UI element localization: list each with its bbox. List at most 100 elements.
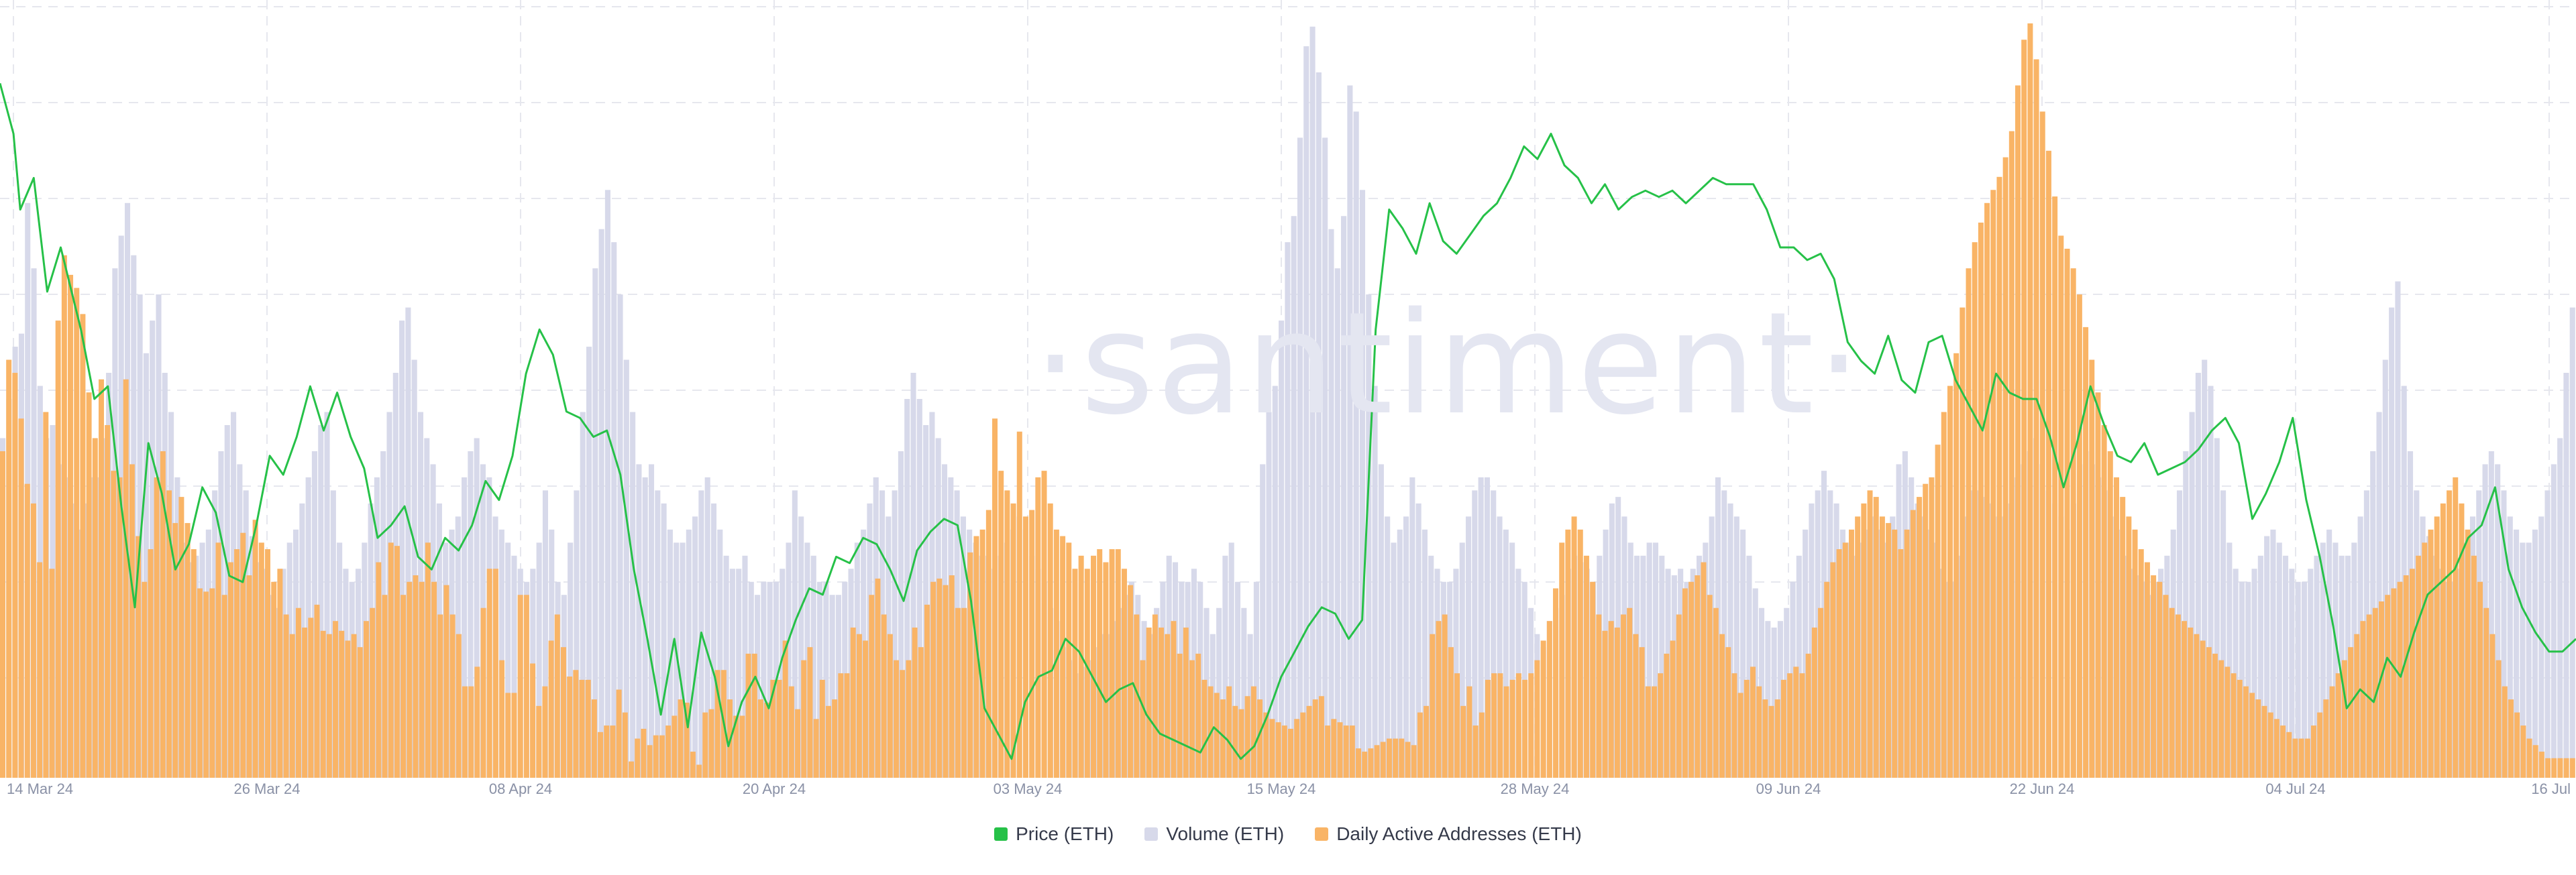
volume-bar — [243, 490, 249, 778]
volume-bar — [761, 581, 767, 778]
daily-active-addresses-bar — [246, 575, 252, 778]
daily-active-addresses-bar — [1929, 477, 1935, 778]
daily-active-addresses-bar — [1559, 542, 1565, 778]
legend-item-daily-active-addresses[interactable]: Daily Active Addresses (ETH) — [1315, 823, 1582, 845]
daily-active-addresses-bar — [12, 373, 18, 778]
daily-active-addresses-bar — [191, 549, 197, 778]
daily-active-addresses-bar — [1318, 696, 1324, 778]
daily-active-addresses-bar — [1658, 673, 1664, 778]
daily-active-addresses-bar — [49, 569, 55, 778]
volume-bar — [798, 516, 804, 778]
daily-active-addresses-bar — [1503, 686, 1509, 778]
legend-item-price[interactable]: Price (ETH) — [994, 823, 1114, 845]
volume-bar — [2314, 555, 2320, 778]
daily-active-addresses-bar — [289, 634, 295, 778]
daily-active-addresses-bar — [1269, 719, 1275, 778]
daily-active-addresses-bar — [1405, 742, 1411, 778]
volume-bar — [767, 581, 773, 778]
daily-active-addresses-bar — [388, 542, 394, 778]
volume-bar — [1241, 607, 1247, 778]
volume-bar — [249, 536, 256, 778]
daily-active-addresses-bar — [37, 562, 43, 778]
volume-bar — [1234, 581, 1241, 778]
daily-active-addresses-bar — [2273, 719, 2279, 778]
daily-active-addresses-bar — [2409, 569, 2415, 778]
daily-active-addresses-bar — [1590, 581, 1596, 778]
daily-active-addresses-bar — [2107, 451, 2113, 778]
daily-active-addresses-bar — [1066, 542, 1072, 778]
daily-active-addresses-bar — [2089, 359, 2095, 778]
daily-active-addresses-bar — [979, 529, 985, 778]
daily-active-addresses-bar — [234, 549, 240, 778]
daily-active-addresses-bar — [61, 255, 67, 778]
daily-active-addresses-bar — [2157, 581, 2163, 778]
daily-active-addresses-bar — [1867, 490, 1873, 778]
daily-active-addresses-bar — [1682, 588, 1688, 778]
volume-bar — [318, 424, 324, 778]
volume-bar — [286, 542, 292, 778]
daily-active-addresses-bar — [585, 679, 591, 778]
daily-active-addresses-bar — [2126, 516, 2132, 778]
volume-bar — [1484, 477, 1490, 778]
daily-active-addresses-bar — [548, 640, 554, 778]
daily-active-addresses-bar — [985, 510, 991, 778]
daily-active-addresses-bar — [74, 288, 80, 778]
legend-swatch-daily-active-addresses — [1315, 827, 1329, 841]
daily-active-addresses-bar — [1546, 621, 1552, 778]
volume-bar — [1341, 216, 1347, 778]
daily-active-addresses-bar — [1466, 686, 1472, 778]
volume-bar — [2526, 542, 2532, 778]
volume-bar — [2289, 569, 2295, 778]
volume-bar — [674, 542, 680, 778]
daily-active-addresses-bar — [1183, 627, 1189, 778]
daily-active-addresses-bar — [1165, 634, 1171, 778]
daily-active-addresses-bar — [92, 438, 98, 778]
volume-bar — [1815, 490, 1821, 778]
daily-active-addresses-bar — [2477, 581, 2483, 778]
daily-active-addresses-bar — [1386, 738, 1392, 778]
daily-active-addresses-bar — [517, 595, 523, 778]
daily-active-addresses-bar — [2483, 607, 2489, 778]
daily-active-addresses-bar — [2008, 131, 2015, 778]
volume-bar — [2264, 536, 2270, 778]
volume-bar — [780, 569, 786, 778]
daily-active-addresses-bar — [2489, 634, 2496, 778]
daily-active-addresses-bar — [2027, 23, 2033, 778]
daily-active-addresses-bar — [1855, 516, 1861, 778]
daily-active-addresses-bar — [1060, 536, 1066, 778]
daily-active-addresses-bar — [1879, 516, 1885, 778]
volume-bar — [898, 451, 904, 778]
daily-active-addresses-bar — [1811, 627, 1817, 778]
daily-active-addresses-bar — [2045, 150, 2051, 778]
legend-swatch-price — [994, 827, 1008, 841]
x-tick-label: 04 Jul 24 — [2265, 780, 2325, 797]
daily-active-addresses-bar — [2188, 627, 2194, 778]
daily-active-addresses-bar — [437, 614, 443, 778]
daily-active-addresses-bar — [136, 536, 142, 778]
volume-bar — [2339, 555, 2345, 778]
daily-active-addresses-bar — [486, 569, 492, 778]
daily-active-addresses-bar — [2267, 712, 2273, 778]
daily-active-addresses-bar — [1399, 738, 1405, 778]
daily-active-addresses-bar — [184, 523, 191, 778]
daily-active-addresses-bar — [2526, 738, 2532, 778]
daily-active-addresses-bar — [2416, 555, 2422, 778]
daily-active-addresses-bar — [832, 699, 838, 778]
daily-active-addresses-bar — [2064, 248, 2070, 778]
daily-active-addresses-bar — [339, 630, 345, 778]
daily-active-addresses-bar — [1515, 673, 1521, 778]
daily-active-addresses-bar — [111, 471, 117, 778]
daily-active-addresses-bar — [209, 588, 215, 778]
daily-active-addresses-bar — [1356, 748, 1362, 778]
daily-active-addresses-bar — [1195, 653, 1201, 778]
legend-item-volume[interactable]: Volume (ETH) — [1144, 823, 1284, 845]
daily-active-addresses-bar — [1152, 614, 1158, 778]
daily-active-addresses-bar — [2218, 660, 2224, 778]
daily-active-addresses-bar — [1978, 222, 1984, 778]
daily-active-addresses-bar — [733, 715, 739, 778]
daily-active-addresses-bar — [1337, 722, 1343, 778]
volume-bar — [2569, 307, 2575, 778]
daily-active-addresses-bar — [1220, 699, 1226, 778]
daily-active-addresses-bar — [838, 673, 844, 778]
daily-active-addresses-bar — [542, 686, 548, 778]
